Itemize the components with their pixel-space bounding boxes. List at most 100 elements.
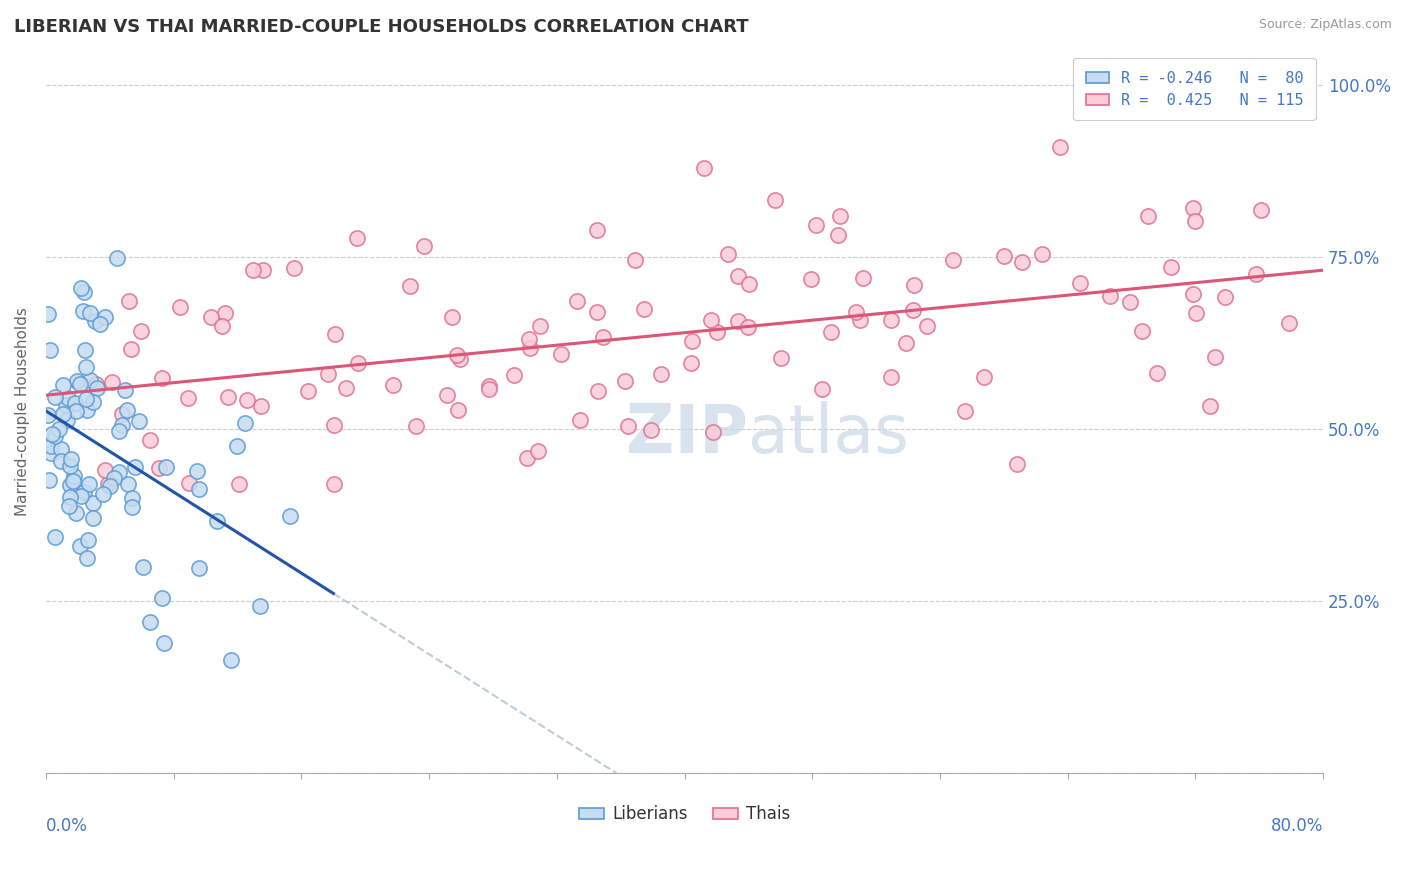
Point <box>446 347 468 361</box>
Point <box>91 487 114 501</box>
Point <box>1250 203 1272 218</box>
Point <box>84 377 107 392</box>
Point <box>503 368 526 382</box>
Point <box>120 342 142 356</box>
Point <box>527 444 550 458</box>
Point <box>52 407 75 421</box>
Point <box>738 277 761 291</box>
Point <box>953 403 976 417</box>
Point <box>242 263 264 277</box>
Point <box>219 653 242 667</box>
Point <box>73 285 96 300</box>
Point <box>75 343 97 357</box>
Point <box>39 439 62 453</box>
Point <box>233 416 256 430</box>
Point <box>37 307 59 321</box>
Point <box>565 294 588 309</box>
Point <box>60 452 83 467</box>
Point <box>188 561 211 575</box>
Point <box>405 419 427 434</box>
Point <box>449 352 471 367</box>
Point <box>56 391 79 405</box>
Point <box>323 417 346 432</box>
Point <box>1215 290 1237 304</box>
Text: ZIP: ZIP <box>627 401 748 467</box>
Point <box>827 227 849 242</box>
Point <box>65 404 87 418</box>
Point <box>412 239 434 253</box>
Y-axis label: Married-couple Households: Married-couple Households <box>15 308 30 516</box>
Point <box>73 485 96 500</box>
Point <box>65 374 87 388</box>
Point <box>39 446 62 460</box>
Point <box>1246 268 1268 282</box>
Point <box>335 381 357 395</box>
Point <box>1181 286 1204 301</box>
Point <box>681 356 703 370</box>
Point <box>633 301 655 316</box>
Point <box>38 473 60 487</box>
Point <box>214 306 236 320</box>
Point <box>1099 289 1122 303</box>
Point <box>86 380 108 394</box>
Point <box>901 302 924 317</box>
Point <box>65 506 87 520</box>
Point <box>82 395 104 409</box>
Point <box>58 499 80 513</box>
Point <box>76 403 98 417</box>
Point <box>69 377 91 392</box>
Point <box>880 313 903 327</box>
Point <box>706 325 728 339</box>
Point <box>155 460 177 475</box>
Point <box>252 263 274 277</box>
Point <box>586 384 609 399</box>
Point <box>186 465 208 479</box>
Point <box>529 319 551 334</box>
Point <box>942 252 965 267</box>
Point <box>249 400 271 414</box>
Point <box>41 427 63 442</box>
Point <box>322 477 344 491</box>
Point <box>84 314 107 328</box>
Point <box>179 476 201 491</box>
Point <box>58 459 80 474</box>
Point <box>880 369 903 384</box>
Point <box>75 359 97 374</box>
Point <box>48 422 70 436</box>
Point <box>1181 201 1204 215</box>
Point <box>440 310 463 325</box>
Point <box>205 514 228 528</box>
Point <box>1049 140 1071 154</box>
Point <box>75 392 97 406</box>
Point <box>101 375 124 389</box>
Point <box>1005 457 1028 471</box>
Point <box>650 367 672 381</box>
Point <box>124 459 146 474</box>
Point <box>118 294 141 309</box>
Point <box>108 424 131 438</box>
Point <box>903 277 925 292</box>
Point <box>316 367 339 381</box>
Point <box>97 477 120 491</box>
Point <box>346 231 368 245</box>
Point <box>1069 276 1091 290</box>
Point <box>44 390 66 404</box>
Point <box>346 356 368 370</box>
Point <box>152 636 174 650</box>
Point <box>1146 366 1168 380</box>
Point <box>89 317 111 331</box>
Point <box>226 439 249 453</box>
Point <box>1031 247 1053 261</box>
Point <box>592 329 614 343</box>
Point <box>1011 254 1033 268</box>
Point <box>763 193 786 207</box>
Point <box>915 319 938 334</box>
Point <box>810 382 832 396</box>
Point <box>1185 306 1208 320</box>
Text: atlas: atlas <box>748 401 910 467</box>
Point <box>139 615 162 629</box>
Point <box>640 423 662 437</box>
Point <box>1160 260 1182 274</box>
Point <box>77 533 100 547</box>
Point <box>121 500 143 514</box>
